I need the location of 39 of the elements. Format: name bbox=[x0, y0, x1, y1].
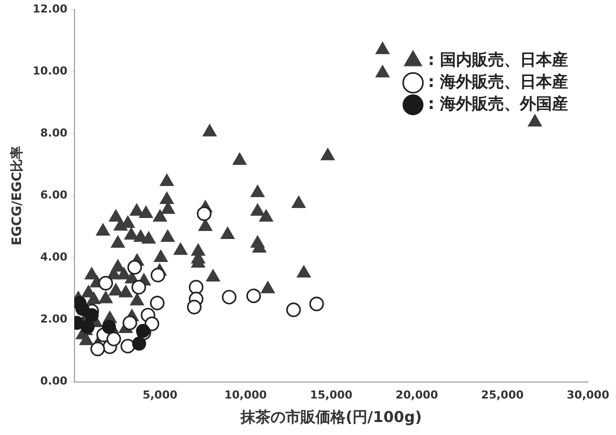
y-tick-label: 2.00 bbox=[40, 312, 68, 326]
y-tick-label: 0.00 bbox=[40, 374, 68, 388]
point bbox=[84, 308, 99, 322]
x-tick-label: 20,000 bbox=[396, 388, 438, 402]
point bbox=[98, 276, 114, 290]
point bbox=[127, 260, 142, 275]
legend-label: : 海外販売、日本産 bbox=[428, 72, 568, 91]
point bbox=[309, 296, 324, 312]
point bbox=[90, 342, 105, 356]
point bbox=[106, 332, 122, 346]
x-tick-label: 25,000 bbox=[481, 388, 524, 402]
x-tick-label: 10,000 bbox=[224, 388, 268, 402]
x-tick-label: 30,000 bbox=[566, 388, 610, 402]
point bbox=[102, 320, 116, 334]
y-tick-label: 6.00 bbox=[40, 188, 68, 202]
point bbox=[150, 296, 165, 310]
x-axis-title: 抹茶の市販価格(円/100g) bbox=[240, 408, 422, 426]
y-tick-label: 4.00 bbox=[40, 250, 68, 264]
point bbox=[144, 316, 160, 332]
point bbox=[131, 280, 146, 294]
point bbox=[74, 296, 87, 310]
y-tick-label: 8.00 bbox=[40, 126, 68, 140]
point bbox=[150, 268, 166, 282]
x-tick-label: 5,000 bbox=[142, 388, 178, 402]
y-tick-label: 10.00 bbox=[32, 64, 68, 78]
point bbox=[186, 300, 202, 314]
y-tick-label: 12.00 bbox=[32, 2, 68, 16]
x-tick-label: 15,000 bbox=[310, 388, 353, 402]
legend-label: : 海外販売、外国産 bbox=[428, 94, 568, 113]
point bbox=[122, 316, 138, 330]
y-axis-title: EGCG/EGC比率 bbox=[9, 146, 26, 246]
point bbox=[132, 336, 146, 351]
point bbox=[222, 290, 236, 304]
point bbox=[196, 206, 212, 221]
point bbox=[80, 320, 95, 334]
point bbox=[246, 288, 261, 304]
legend-label: : 国内販売、日本産 bbox=[428, 50, 568, 69]
point bbox=[136, 324, 150, 338]
point bbox=[286, 302, 301, 318]
